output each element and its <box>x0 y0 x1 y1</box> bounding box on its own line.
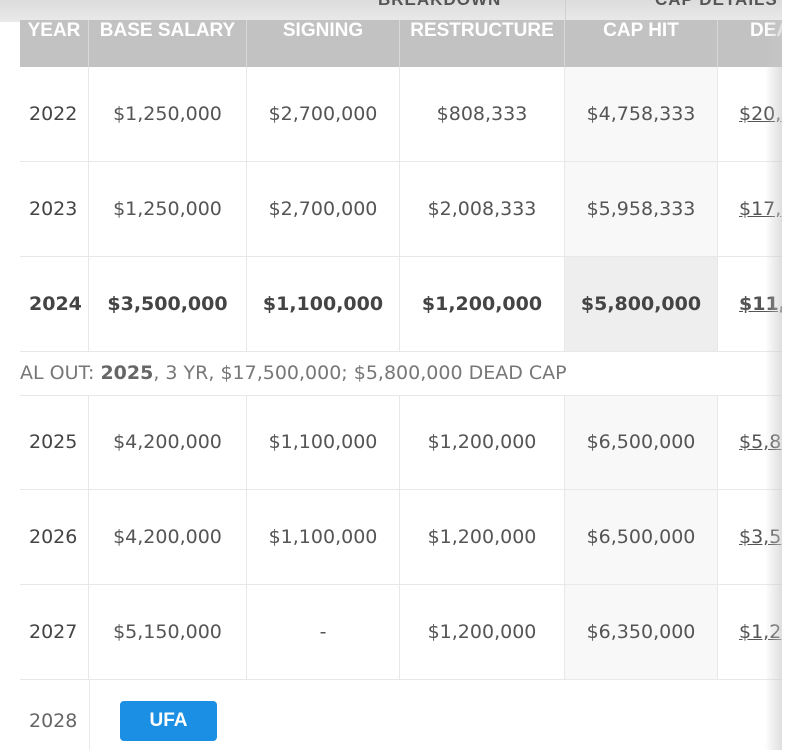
divider <box>89 680 90 750</box>
scroll-shadow <box>765 20 782 750</box>
year-cell: 2022 <box>20 67 89 161</box>
year-cell: 2025 <box>20 395 89 489</box>
table-row: 2023 $1,250,000 $2,700,000 $2,008,333 $5,958… <box>20 162 782 257</box>
base-salary-cell: $5,150,000 <box>89 585 247 679</box>
year-cell: 2026 <box>20 490 89 584</box>
table-row: 2024 $3,500,000 $1,100,000 $1,200,000 $5,800… <box>20 257 782 352</box>
cap-hit-cell: $6,500,000 <box>565 395 718 489</box>
cap-hit-cell: $5,958,333 <box>565 162 718 256</box>
notice-prefix: AL OUT: <box>20 362 101 384</box>
divider <box>565 0 566 20</box>
table-row: 2027 $5,150,000- $1,200,000 $6,350,000 $1,2 <box>20 585 782 680</box>
page-margin <box>782 0 800 750</box>
col-base-salary[interactable]: BASE SALARY <box>89 20 247 67</box>
col-cap-hit[interactable]: CAP HIT <box>565 20 718 67</box>
table-row: 2026 $4,200,000 $1,100,000 $1,200,000 $6,500… <box>20 490 782 585</box>
year-cell: 2028 <box>29 710 78 732</box>
restructure-cell: $1,200,000 <box>400 257 565 351</box>
table-header: YEAR BASE SALARY SIGNING RESTRUCTURE CAP… <box>20 20 782 67</box>
table-row: 2025 $4,200,000 $1,100,000 $1,200,000 $6,500… <box>20 395 782 490</box>
restructure-cell: $1,200,000 <box>400 395 565 489</box>
table-row: 2022 $1,250,000 $2,700,000 $808,333 $4,758,3… <box>20 67 782 162</box>
cap-hit-cell: $6,500,000 <box>565 490 718 584</box>
col-signing[interactable]: SIGNING <box>247 20 400 67</box>
restructure-cell: $808,333 <box>400 67 565 161</box>
signing-cell: $2,700,000 <box>247 67 400 161</box>
signing-cell: $2,700,000 <box>247 162 400 256</box>
year-cell: 2027 <box>20 585 89 679</box>
col-restructure[interactable]: RESTRUCTURE <box>400 20 565 67</box>
contract-table: YEAR BASE SALARY SIGNING RESTRUCTURE CAP… <box>20 20 782 750</box>
group-header-breakdown: BREAKDOWN <box>378 0 528 12</box>
top-shadow <box>0 0 800 22</box>
col-year[interactable]: YEAR <box>20 20 89 67</box>
notice-year: 2025 <box>100 362 154 384</box>
restructure-cell: $1,200,000 <box>400 490 565 584</box>
ufa-button[interactable]: UFA <box>120 701 217 741</box>
base-salary-cell: $4,200,000 <box>89 395 247 489</box>
cap-hit-cell: $4,758,333 <box>565 67 718 161</box>
base-salary-cell: $1,250,000 <box>89 162 247 256</box>
year-cell: 2024 <box>20 257 89 351</box>
base-salary-cell: $1,250,000 <box>89 67 247 161</box>
cap-hit-cell: $6,350,000 <box>565 585 718 679</box>
restructure-cell: $1,200,000 <box>400 585 565 679</box>
notice-details: , 3 YR, $17,500,000; $5,800,000 DEAD CAP <box>153 362 567 384</box>
base-salary-cell: $3,500,000 <box>89 257 247 351</box>
restructure-cell: $2,008,333 <box>400 162 565 256</box>
signing-cell: $1,100,000 <box>247 257 400 351</box>
signing-cell: - <box>247 585 400 679</box>
cap-hit-cell: $5,800,000 <box>565 257 718 351</box>
signing-cell: $1,100,000 <box>247 395 400 489</box>
year-cell: 2023 <box>20 162 89 256</box>
base-salary-cell: $4,200,000 <box>89 490 247 584</box>
table-row-2028: 2028 UFA <box>20 680 782 750</box>
group-header-cap-details: CAP DETAILS <box>655 0 782 12</box>
signing-cell: $1,100,000 <box>247 490 400 584</box>
trade-notice: AL OUT: 2025, 3 YR, $17,500,000; $5,800,… <box>20 352 782 396</box>
